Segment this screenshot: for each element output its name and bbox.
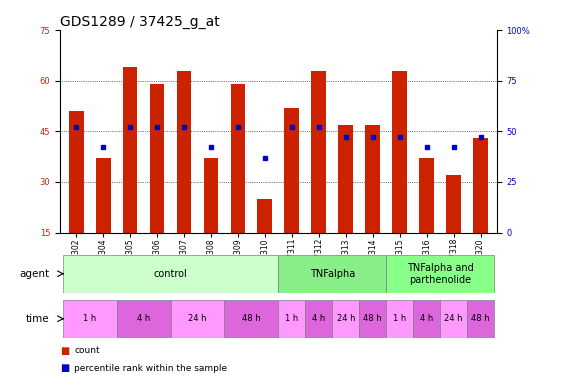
Text: 24 h: 24 h	[336, 314, 355, 323]
Text: 4 h: 4 h	[137, 314, 150, 323]
Bar	[231, 84, 246, 232]
Bar	[365, 124, 380, 232]
Text: ■: ■	[60, 363, 69, 373]
Bar	[171, 300, 224, 338]
Bar	[305, 300, 332, 338]
Bar	[467, 300, 494, 338]
Bar	[69, 111, 83, 232]
Bar	[63, 255, 279, 292]
Bar	[96, 158, 111, 232]
Text: count: count	[74, 346, 100, 355]
Bar	[203, 158, 218, 232]
Bar	[63, 300, 116, 338]
Bar	[413, 300, 440, 338]
Bar	[419, 158, 434, 232]
Bar	[332, 300, 359, 338]
Bar	[339, 124, 353, 232]
Bar	[386, 300, 413, 338]
Text: percentile rank within the sample: percentile rank within the sample	[74, 364, 227, 373]
Bar	[258, 199, 272, 232]
Bar	[123, 67, 138, 232]
Bar	[284, 108, 299, 232]
Text: GDS1289 / 37425_g_at: GDS1289 / 37425_g_at	[60, 15, 220, 29]
Bar	[150, 84, 164, 232]
Bar	[176, 70, 191, 232]
Text: ■: ■	[60, 346, 69, 355]
Text: 1 h: 1 h	[286, 314, 299, 323]
Bar	[116, 300, 171, 338]
Bar	[392, 70, 407, 232]
Text: 4 h: 4 h	[312, 314, 325, 323]
Text: 1 h: 1 h	[83, 314, 96, 323]
Text: agent: agent	[19, 269, 49, 279]
Bar	[446, 175, 461, 232]
Text: TNFalpha: TNFalpha	[309, 269, 355, 279]
Bar	[473, 138, 488, 232]
Text: 48 h: 48 h	[471, 314, 490, 323]
Text: 48 h: 48 h	[363, 314, 382, 323]
Text: control: control	[154, 269, 187, 279]
Text: time: time	[26, 314, 49, 324]
Bar	[386, 255, 494, 292]
Bar	[278, 300, 305, 338]
Bar	[359, 300, 386, 338]
Text: 48 h: 48 h	[242, 314, 261, 323]
Bar	[278, 255, 386, 292]
Text: 24 h: 24 h	[188, 314, 207, 323]
Bar	[224, 300, 278, 338]
Bar	[311, 70, 326, 232]
Text: TNFalpha and
parthenolide: TNFalpha and parthenolide	[407, 263, 473, 285]
Text: 24 h: 24 h	[444, 314, 463, 323]
Text: 1 h: 1 h	[393, 314, 407, 323]
Bar	[440, 300, 467, 338]
Text: 4 h: 4 h	[420, 314, 433, 323]
